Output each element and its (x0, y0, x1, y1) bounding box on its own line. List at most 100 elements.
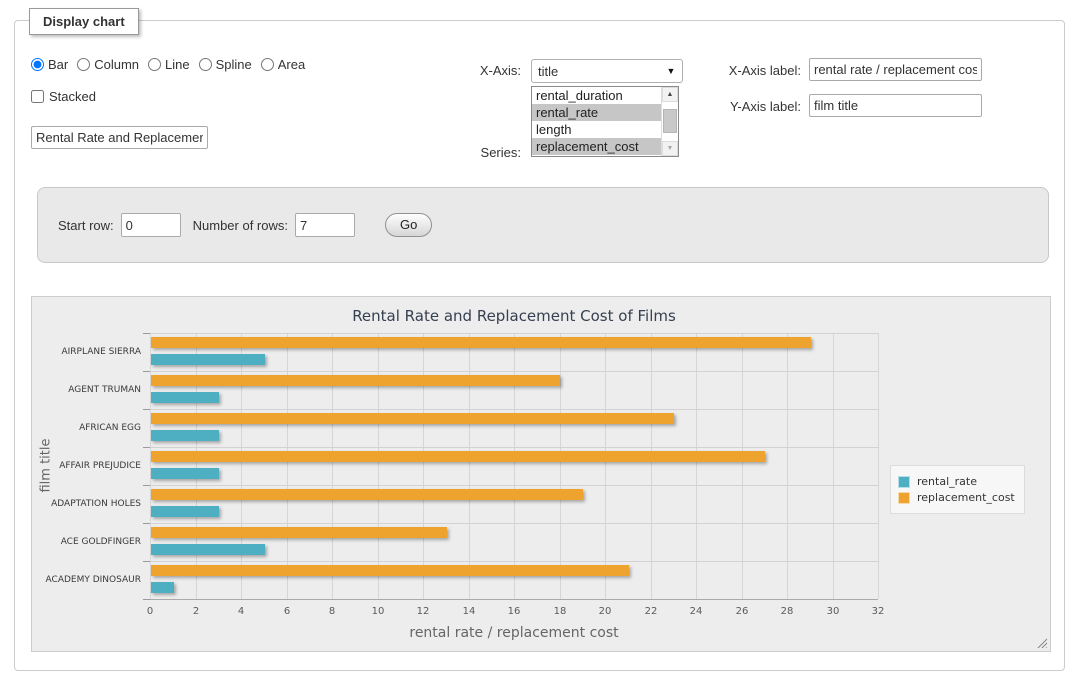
bar-replacement_cost (151, 527, 447, 538)
x-axis-select[interactable]: title ▼ (531, 59, 683, 83)
series-option-rental-duration[interactable]: rental_duration (532, 87, 661, 104)
series-option-length[interactable]: length (532, 121, 661, 138)
stacked-option: Stacked (31, 89, 96, 104)
category-label: AGENT TRUMAN (32, 385, 141, 395)
bar-replacement_cost (151, 451, 765, 462)
bar-rental_rate (151, 468, 219, 479)
bar-rental_rate (151, 354, 265, 365)
series-scrollbar[interactable]: ▲ ▼ (661, 87, 678, 156)
bar-rental_rate (151, 430, 219, 441)
chart-type-label-bar: Bar (48, 57, 68, 72)
x-gridline (241, 333, 242, 599)
chart-type-radio-area[interactable] (261, 58, 274, 71)
bar-rental_rate (151, 582, 174, 593)
chart-title: Rental Rate and Replacement Cost of Film… (150, 307, 878, 325)
row-range-box: Start row: Number of rows: Go (37, 187, 1049, 263)
series-options: rental_duration rental_rate length repla… (532, 87, 661, 156)
y-axis-tick (143, 409, 150, 410)
chart-type-radio-line[interactable] (148, 58, 161, 71)
y-gridline (150, 371, 878, 372)
start-row-label: Start row: (58, 218, 114, 233)
chart-type-radio-spline[interactable] (199, 58, 212, 71)
chart-type-option-line: Line (148, 57, 190, 72)
y-axis-tick (143, 485, 150, 486)
y-gridline (150, 523, 878, 524)
fieldset-legend: Display chart (29, 8, 139, 35)
x-tick-label: 16 (497, 606, 531, 617)
stacked-label: Stacked (49, 89, 96, 104)
x-gridline (514, 333, 515, 599)
num-rows-input[interactable] (295, 213, 355, 237)
x-axis-label-input[interactable] (809, 58, 982, 81)
x-tick-label: 0 (133, 606, 167, 617)
bar-replacement_cost (151, 565, 629, 576)
x-gridline (878, 333, 879, 599)
y-gridline (150, 485, 878, 486)
chart-type-label-area: Area (278, 57, 305, 72)
x-axis-label-label: X-Axis label: (695, 63, 801, 78)
scrollbar-track[interactable] (662, 102, 678, 141)
y-axis-tick (143, 561, 150, 562)
x-tick-label: 20 (588, 606, 622, 617)
chart-type-label-spline: Spline (216, 57, 252, 72)
chart-type-label-line: Line (165, 57, 190, 72)
x-axis-select-label: X-Axis: (411, 63, 521, 78)
y-axis-label-label: Y-Axis label: (695, 99, 801, 114)
bar-replacement_cost (151, 413, 674, 424)
x-gridline (150, 333, 151, 599)
go-button[interactable]: Go (385, 213, 432, 237)
scroll-down-icon[interactable]: ▼ (662, 141, 678, 156)
y-axis-title: film title (39, 406, 54, 526)
y-axis-tick (143, 523, 150, 524)
scroll-up-icon[interactable]: ▲ (662, 87, 678, 102)
chart-type-option-spline: Spline (199, 57, 252, 72)
x-tick-label: 6 (270, 606, 304, 617)
chart-legend: rental_rate replacement_cost (890, 465, 1025, 514)
series-option-rental-rate[interactable]: rental_rate (532, 104, 661, 121)
bar-rental_rate (151, 506, 219, 517)
chart-title-input[interactable] (31, 126, 208, 149)
chart-type-option-area: Area (261, 57, 305, 72)
bar-replacement_cost (151, 375, 560, 386)
y-gridline (150, 599, 878, 600)
stacked-checkbox[interactable] (31, 90, 44, 103)
chevron-down-icon: ▼ (660, 66, 682, 76)
start-row-input[interactable] (121, 213, 181, 237)
legend-item-rental-rate[interactable]: rental_rate (898, 475, 1015, 488)
x-tick-label: 10 (361, 606, 395, 617)
chart-type-radio-group: Bar Column Line Spline Area (31, 57, 314, 72)
bar-rental_rate (151, 392, 219, 403)
series-select-label: Series: (411, 145, 521, 160)
x-gridline (332, 333, 333, 599)
x-tick-label: 12 (406, 606, 440, 617)
category-label: ACE GOLDFINGER (32, 537, 141, 547)
legend-item-replacement-cost[interactable]: replacement_cost (898, 491, 1015, 504)
y-axis-label-input[interactable] (809, 94, 982, 117)
scrollbar-thumb[interactable] (663, 109, 677, 133)
x-gridline (605, 333, 606, 599)
x-tick-label: 2 (179, 606, 213, 617)
y-gridline (150, 447, 878, 448)
x-gridline (196, 333, 197, 599)
chart-resize-handle[interactable] (1036, 637, 1047, 648)
series-listbox: rental_duration rental_rate length repla… (531, 86, 679, 157)
x-gridline (833, 333, 834, 599)
y-gridline (150, 333, 878, 334)
y-axis-tick (143, 371, 150, 372)
bar-rental_rate (151, 544, 265, 555)
chart-type-radio-bar[interactable] (31, 58, 44, 71)
display-chart-fieldset: Display chart Bar Column Line Spline Are… (14, 20, 1065, 671)
chart-type-radio-column[interactable] (77, 58, 90, 71)
x-gridline (742, 333, 743, 599)
y-axis-tick (143, 447, 150, 448)
x-tick-label: 24 (679, 606, 713, 617)
num-rows-label: Number of rows: (193, 218, 288, 233)
series-option-replacement-cost[interactable]: replacement_cost (532, 138, 661, 155)
bar-replacement_cost (151, 489, 583, 500)
y-gridline (150, 561, 878, 562)
y-gridline (150, 409, 878, 410)
category-label: AIRPLANE SIERRA (32, 347, 141, 357)
x-axis-title: rental rate / replacement cost (150, 625, 878, 641)
y-axis-tick (143, 333, 150, 334)
legend-label-replacement-cost: replacement_cost (917, 491, 1015, 504)
